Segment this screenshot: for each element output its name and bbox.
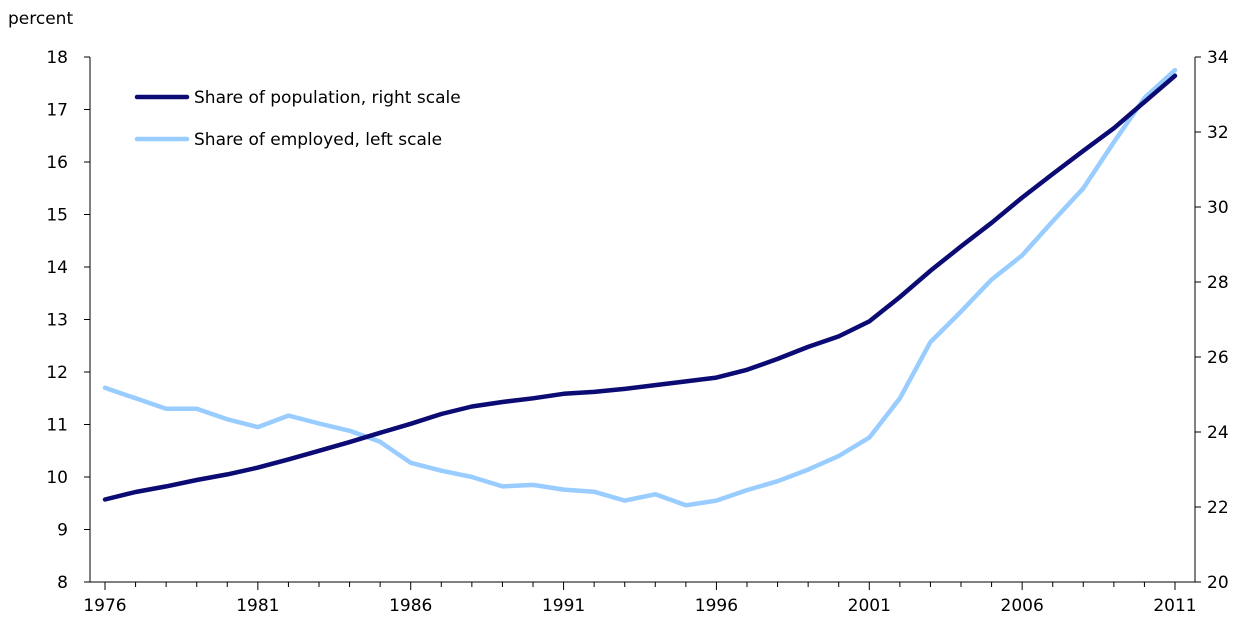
y-left-tick-label: 11: [46, 416, 68, 436]
y-left-tick-label: 18: [46, 48, 68, 68]
y-axis-unit-label: percent: [8, 9, 73, 29]
legend: Share of population, right scale Share of…: [134, 88, 461, 150]
y-right-tick-label: 28: [1207, 273, 1229, 293]
x-tick-label: 2001: [848, 596, 891, 616]
y-left-tick-label: 14: [46, 258, 68, 278]
y-left-tick-label: 13: [46, 311, 68, 331]
series-layer: [102, 67, 1178, 508]
axes: 8 9 10 11 12 13 14 15 16 17 18 20 22 24 26 28 30 32 34 1976…: [46, 48, 1228, 616]
y-left-tick-label: 12: [46, 363, 68, 383]
y-right-tick-label: 32: [1207, 123, 1229, 143]
x-tick-label: 2006: [1001, 596, 1044, 616]
x-tick-label: 1996: [695, 596, 738, 616]
y-left-tick-label: 9: [57, 521, 68, 541]
x-tick-label: 1981: [236, 596, 279, 616]
y-left-tick-label: 17: [46, 101, 68, 121]
series-line-population: [102, 73, 1178, 502]
y-left-tick-label: 10: [46, 468, 68, 488]
y-right-tick-label: 24: [1207, 423, 1229, 443]
y-right-tick-label: 26: [1207, 348, 1229, 368]
x-tick-label: 1986: [389, 596, 432, 616]
y-right-tick-label: 30: [1207, 198, 1229, 218]
y-right-tick-label: 22: [1207, 498, 1229, 518]
y-left-tick-label: 16: [46, 153, 68, 173]
y-left-tick-label: 8: [57, 573, 68, 593]
y-left-tick-label: 15: [46, 206, 68, 226]
series-line-employed: [102, 67, 1178, 508]
y-right-tick-label: 20: [1207, 573, 1229, 593]
x-tick-label: 2011: [1153, 596, 1196, 616]
x-tick-label: 1991: [542, 596, 585, 616]
y-right-tick-label: 34: [1207, 48, 1229, 68]
legend-label: Share of employed, left scale: [194, 130, 442, 150]
x-tick-label: 1976: [83, 596, 126, 616]
legend-label: Share of population, right scale: [194, 88, 461, 108]
